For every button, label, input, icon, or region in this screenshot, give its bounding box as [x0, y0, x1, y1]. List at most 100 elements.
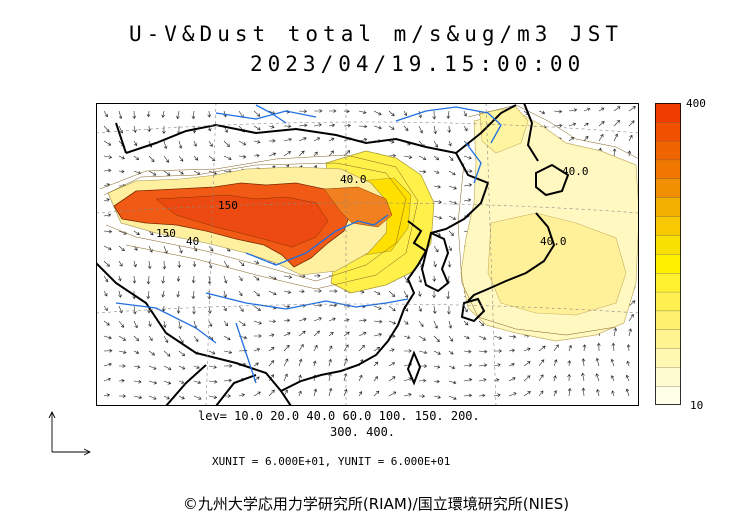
wind-arrow	[448, 245, 452, 252]
wind-arrow	[447, 260, 452, 268]
wind-arrow	[358, 124, 368, 129]
wind-arrow	[162, 260, 167, 270]
wind-arrow	[628, 328, 632, 337]
wind-arrow	[627, 150, 632, 157]
wind-arrow	[253, 260, 260, 264]
wind-arrow	[208, 320, 213, 328]
wind-arrow	[553, 344, 559, 352]
wind-arrow	[403, 349, 412, 353]
wind-arrow	[176, 305, 181, 314]
contour-label: 150	[156, 227, 176, 240]
wind-arrow	[313, 151, 318, 157]
wind-arrow	[388, 362, 396, 367]
wind-arrow	[418, 275, 423, 284]
wind-arrow	[283, 290, 292, 294]
contour-levels-line1: lev= 10.0 20.0 40.0 60.0 100. 150. 200.	[198, 409, 480, 423]
wind-arrow	[268, 360, 275, 367]
wind-arrow	[268, 347, 275, 352]
wind-arrow	[433, 155, 440, 161]
wind-arrow	[193, 335, 199, 343]
wind-arrow	[103, 140, 112, 146]
wind-arrow	[433, 335, 440, 343]
wind-arrow	[373, 361, 379, 367]
wind-arrow	[328, 109, 337, 113]
wind-arrow	[403, 290, 409, 298]
wind-arrow	[403, 335, 411, 339]
wind-arrow	[223, 305, 227, 312]
wind-arrow	[298, 317, 307, 322]
wind-arrow	[567, 387, 572, 397]
wind-arrow	[238, 154, 247, 159]
wind-arrow	[132, 110, 137, 120]
wind-arrow	[103, 229, 113, 234]
contour-label: 40.0	[340, 173, 367, 186]
wind-arrow	[358, 331, 367, 337]
wind-arrow	[313, 344, 318, 352]
wind-arrow	[448, 350, 454, 355]
wind-arrow	[328, 137, 335, 142]
wind-arrow	[118, 230, 127, 235]
wind-arrow	[223, 275, 228, 284]
wind-arrow	[388, 140, 395, 144]
wind-arrow	[328, 345, 333, 352]
wind-arrow	[523, 347, 531, 352]
wind-arrow	[191, 275, 196, 284]
legend-color-step	[655, 103, 681, 123]
wind-arrow	[103, 393, 111, 398]
wind-arrow	[388, 290, 396, 297]
wind-arrow	[463, 363, 473, 368]
legend-color-bar	[655, 103, 681, 405]
wind-arrow	[148, 350, 156, 356]
wind-arrow	[298, 358, 303, 367]
wind-arrow	[493, 335, 503, 340]
wind-arrow	[433, 245, 439, 253]
wind-arrow	[313, 330, 320, 337]
wind-arrow	[478, 349, 488, 354]
wind-arrow	[313, 273, 321, 278]
wind-arrow	[133, 395, 143, 400]
wind-arrow	[433, 170, 440, 174]
wind-arrow	[283, 275, 293, 279]
wind-arrow	[223, 320, 229, 327]
wind-arrow	[298, 390, 302, 397]
wind-arrow	[223, 364, 233, 368]
wind-arrow	[148, 335, 153, 342]
wind-arrow	[148, 380, 158, 385]
wind-arrow	[193, 140, 197, 147]
wind-arrow	[373, 319, 383, 324]
wind-arrow	[238, 290, 243, 297]
wind-arrow	[523, 391, 531, 397]
wind-arrow	[192, 260, 197, 268]
wind-arrow	[343, 123, 352, 128]
wind-arrow	[463, 320, 469, 326]
wind-arrow	[161, 275, 166, 284]
legend-color-step	[655, 272, 681, 293]
wind-arrow	[538, 110, 546, 115]
wind-arrow	[508, 377, 516, 382]
wind-arrow	[118, 155, 125, 160]
wind-arrow	[253, 391, 261, 397]
wind-arrow	[148, 320, 152, 328]
wind-arrow	[418, 110, 422, 119]
wind-arrow	[253, 348, 261, 352]
wind-arrow	[508, 362, 515, 367]
wind-arrow	[403, 110, 407, 116]
legend-color-step	[655, 310, 681, 330]
wind-arrow	[610, 375, 615, 382]
wind-arrow	[447, 305, 451, 315]
wind-arrow	[133, 230, 140, 236]
wind-arrow	[448, 365, 456, 370]
wind-arrow	[448, 140, 452, 147]
dust-area-west-core-sub	[155, 194, 329, 248]
wind-arrow	[193, 365, 200, 369]
wind-arrow	[253, 305, 261, 311]
wind-arrow	[268, 152, 277, 157]
wind-arrow	[538, 345, 546, 352]
wind-arrow	[493, 378, 500, 382]
wind-arrow	[448, 380, 457, 385]
wind-arrow	[373, 305, 382, 310]
wind-arrow	[478, 378, 487, 382]
wind-arrow	[178, 335, 184, 344]
wind-arrow	[463, 183, 473, 187]
wind-arrow	[177, 260, 182, 269]
